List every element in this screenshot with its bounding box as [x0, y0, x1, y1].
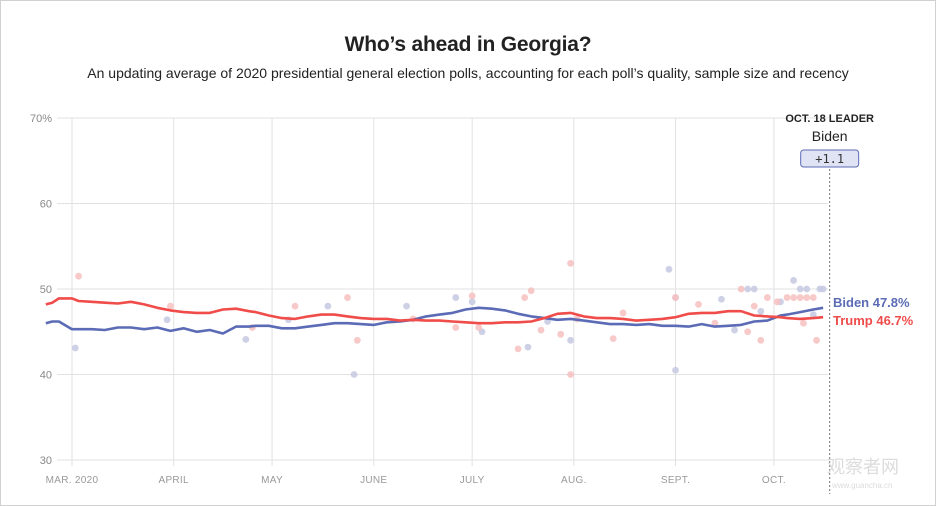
leader-date-label: OCT. 18 LEADER: [785, 113, 874, 125]
biden-poll-dot: [567, 336, 574, 344]
y-tick-label: 70%: [30, 113, 52, 125]
trump-poll-dot: [744, 328, 752, 336]
trump-poll-dot: [672, 294, 679, 301]
trump-poll-dot: [750, 302, 758, 310]
biden-poll-dot: [71, 344, 79, 352]
x-tick-label: APRIL: [158, 475, 189, 486]
x-tick-label: MAY: [261, 475, 283, 486]
biden-poll-dot: [757, 307, 765, 315]
end-labels: Biden 47.8% Trump 46.7%: [833, 295, 914, 328]
trump-poll-dot: [468, 292, 476, 300]
trump-poll-dot: [344, 294, 351, 301]
trump-poll-dot: [763, 294, 771, 301]
trump-poll-dot: [514, 345, 522, 353]
trump-poll-dot: [737, 285, 745, 293]
grid-lines: [57, 117, 828, 466]
leader-name: Biden: [812, 128, 848, 144]
biden-poll-dot: [750, 285, 758, 293]
biden-poll-dot: [242, 336, 250, 343]
trump-poll-dot: [167, 302, 174, 310]
leader-margin-badge: [800, 149, 860, 168]
biden-poll-dot: [790, 277, 797, 284]
chart-title: Who’s ahead in Georgia?: [344, 33, 592, 56]
chart-subtitle: An updating average of 2020 presidential…: [87, 65, 849, 81]
biden-poll-dot: [796, 285, 804, 293]
watermark-text: 观察者网: [827, 457, 899, 477]
biden-poll-dot: [163, 316, 171, 324]
leader-annotation: OCT. 18 LEADER Biden +1.1: [785, 113, 874, 494]
biden-poll-dot: [468, 298, 476, 306]
biden-poll-dot: [665, 265, 673, 273]
watermark-url: www.guancha.cn: [831, 481, 892, 490]
biden-poll-dot: [803, 285, 811, 293]
trump-poll-dot: [695, 300, 702, 308]
trump-poll-dot: [567, 371, 574, 378]
biden-poll-dot: [403, 302, 410, 310]
trump-poll-dot: [711, 319, 719, 327]
trump-poll-dot: [353, 336, 361, 344]
biden-poll-dot: [744, 285, 752, 293]
biden-poll-dot: [452, 294, 460, 301]
x-tick-label: SEPT.: [661, 475, 690, 486]
x-tick-label: MAR. 2020: [46, 475, 99, 486]
trump-poll-dot: [803, 294, 811, 301]
trump-poll-dot: [291, 302, 299, 310]
x-tick-label: AUG.: [561, 475, 587, 486]
trump-poll-dot: [783, 294, 791, 301]
biden-poll-dot: [672, 366, 679, 374]
trump-poll-dot: [790, 294, 797, 301]
trump-average-line: [45, 297, 824, 325]
x-tick-label: OCT.: [762, 475, 786, 486]
y-tick-label: 50: [40, 284, 52, 296]
trump-poll-dot: [567, 259, 574, 267]
biden-poll-dot: [524, 343, 532, 351]
trump-poll-dot: [521, 294, 529, 301]
trump-poll-dot: [452, 324, 460, 331]
biden-poll-dot: [718, 295, 725, 303]
trump-poll-dot: [800, 319, 807, 327]
biden-end-label: Biden 47.8%: [833, 295, 910, 310]
axis-labels: 70% 60 50 40 30 MAR. 2020 APRIL MAY JUNE JULY AUG.…: [30, 113, 786, 486]
trump-poll-dot: [757, 336, 765, 344]
x-tick-label: JULY: [460, 475, 485, 486]
trump-poll-dot: [537, 326, 545, 334]
x-tick-label: JUNE: [360, 475, 387, 486]
trump-poll-dot: [527, 287, 535, 295]
trump-poll-dot: [475, 324, 483, 331]
trump-poll-dot: [557, 330, 565, 338]
biden-poll-dot: [350, 371, 358, 378]
biden-poll-dot: [819, 285, 827, 293]
y-tick-label: 30: [40, 455, 52, 467]
biden-average-line: [45, 306, 824, 335]
trump-poll-dot: [813, 336, 820, 344]
trump-poll-dot: [773, 298, 781, 306]
biden-poll-dot: [809, 311, 817, 319]
trump-poll-dot: [609, 335, 617, 342]
average-lines: [45, 297, 824, 335]
trump-poll-dot: [75, 272, 82, 280]
trump-end-label: Trump 46.7%: [833, 313, 914, 328]
y-tick-label: 40: [40, 370, 52, 382]
trump-poll-dot: [809, 294, 817, 301]
biden-poll-dot: [324, 302, 332, 310]
leader-margin-value: +1.1: [815, 152, 844, 166]
biden-poll-dot: [731, 326, 738, 334]
trump-poll-dot: [619, 309, 627, 317]
poll-dots: [71, 259, 827, 378]
trump-poll-dot: [796, 294, 804, 301]
y-tick-label: 60: [40, 199, 52, 211]
